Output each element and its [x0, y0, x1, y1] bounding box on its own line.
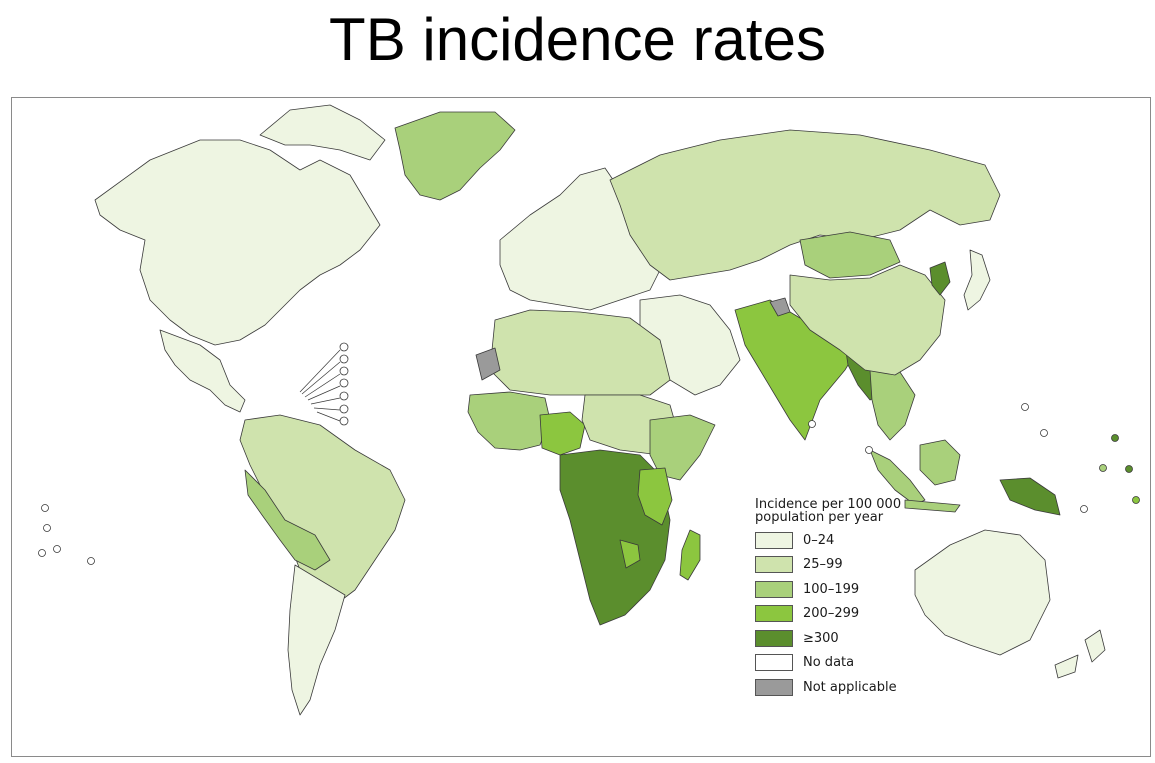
legend-label: 25–99	[803, 557, 843, 573]
caribbean-island-marker	[339, 416, 349, 426]
legend-item: ≥300	[755, 626, 955, 651]
legend-label: 0–24	[803, 532, 835, 548]
legend-swatch	[755, 678, 793, 696]
region-east-africa	[649, 414, 716, 481]
region-china	[789, 264, 946, 376]
legend-swatch	[755, 654, 793, 672]
legend-swatch	[755, 605, 793, 623]
legend-label: 100–199	[803, 581, 860, 597]
pacific-island-marker	[1111, 434, 1119, 442]
pacific-island-marker	[1080, 505, 1088, 513]
pacific-island-marker	[1125, 465, 1133, 473]
region-north-africa	[489, 309, 671, 396]
map-legend: Incidence per 100 000 population per yea…	[755, 498, 955, 700]
region-new-zealand-south	[1054, 654, 1079, 679]
region-borneo	[919, 439, 961, 486]
page-title: TB incidence rates	[329, 6, 826, 73]
region-new-zealand	[1084, 629, 1106, 663]
pacific-island-marker	[53, 545, 61, 553]
indian-ocean-island-marker	[865, 446, 873, 454]
region-nigeria	[539, 411, 586, 456]
legend-items: 0–24 25–99 100–199 200–299 ≥300 No data Not ap…	[755, 528, 955, 700]
region-west-africa	[467, 391, 551, 451]
pacific-island-marker	[41, 504, 49, 512]
region-madagascar	[679, 529, 701, 581]
legend-item: 100–199	[755, 577, 955, 602]
legend-title: Incidence per 100 000 population per yea…	[755, 497, 902, 525]
caribbean-island-marker	[339, 342, 349, 352]
region-kenya-tanzania	[637, 467, 673, 526]
legend-swatch	[755, 556, 793, 574]
region-central-america	[159, 329, 246, 413]
region-peru-bolivia	[244, 469, 331, 571]
legend-label: No data	[803, 655, 855, 671]
pacific-island-marker	[1021, 403, 1029, 411]
region-arctic-islands	[259, 104, 386, 161]
caribbean-island-marker	[339, 354, 349, 364]
region-mozambique-area	[619, 539, 641, 569]
region-southeast-asia	[869, 369, 916, 441]
legend-item: 25–99	[755, 553, 955, 578]
caribbean-island-marker	[339, 366, 349, 376]
region-greenland	[394, 111, 516, 201]
pacific-island-marker	[1132, 496, 1140, 504]
region-japan	[963, 249, 991, 311]
legend-item: Not applicable	[755, 675, 955, 700]
legend-item: 200–299	[755, 602, 955, 627]
region-australia	[914, 529, 1051, 656]
pacific-island-marker	[1099, 464, 1107, 472]
pacific-island-marker	[38, 549, 46, 557]
region-southern-cone	[287, 564, 346, 716]
legend-swatch	[755, 629, 793, 647]
legend-label: Not applicable	[803, 679, 897, 695]
pacific-island-marker	[43, 524, 51, 532]
region-western-sahara	[475, 347, 501, 381]
region-russia	[609, 129, 1001, 281]
pacific-island-marker	[1040, 429, 1048, 437]
region-papua-new-guinea	[999, 477, 1061, 516]
legend-swatch	[755, 531, 793, 549]
legend-label: ≥300	[803, 630, 839, 646]
caribbean-island-marker	[339, 378, 349, 388]
legend-swatch	[755, 580, 793, 598]
legend-item: 0–24	[755, 528, 955, 553]
region-kashmir	[769, 297, 791, 317]
pacific-island-marker	[87, 557, 95, 565]
region-mongolia	[799, 231, 901, 279]
indian-ocean-island-marker	[808, 420, 816, 428]
legend-item: No data	[755, 651, 955, 676]
legend-label: 200–299	[803, 606, 860, 622]
region-java	[904, 499, 961, 513]
region-north-korea	[929, 261, 951, 296]
island-markers	[38, 342, 1140, 565]
region-north-america	[94, 139, 381, 346]
caribbean-island-marker	[339, 391, 349, 401]
caribbean-island-marker	[339, 404, 349, 414]
